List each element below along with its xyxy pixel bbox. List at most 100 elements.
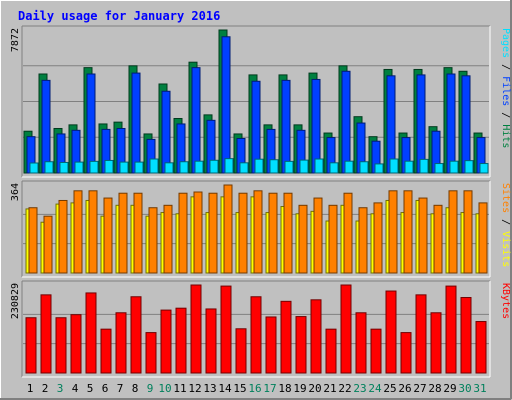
legend-separator: / xyxy=(500,58,511,76)
bar-sites-day-25 xyxy=(388,190,398,274)
bar-sites-day-23 xyxy=(358,207,368,274)
bar-kbytes-day-30 xyxy=(460,297,472,374)
bar-files-day-14 xyxy=(221,36,231,174)
bar-sites-day-6 xyxy=(103,197,113,274)
bar-pages-day-22 xyxy=(344,160,354,174)
bar-sites-day-15 xyxy=(238,192,248,274)
legend-hits: Hits xyxy=(500,124,511,148)
x-tick-label-16: 16 xyxy=(248,382,261,395)
x-tick-label-4: 4 xyxy=(72,382,79,395)
x-tick-label-14: 14 xyxy=(218,382,232,395)
bar-files-day-22 xyxy=(341,70,351,174)
bar-pages-day-15 xyxy=(239,162,249,174)
bar-sites-day-12 xyxy=(193,191,203,274)
bar-files-day-25 xyxy=(386,75,396,174)
bar-pages-day-21 xyxy=(329,162,339,174)
bar-sites-day-18 xyxy=(283,192,293,274)
bar-kbytes-day-20 xyxy=(310,299,322,374)
bar-kbytes-day-13 xyxy=(205,308,217,374)
bar-sites-day-13 xyxy=(208,192,218,274)
bar-pages-day-10 xyxy=(164,162,174,174)
x-tick-label-1: 1 xyxy=(27,382,34,395)
bar-pages-day-18 xyxy=(284,160,294,174)
x-tick-label-30: 30 xyxy=(458,382,471,395)
bar-kbytes-day-16 xyxy=(250,296,262,374)
x-tick-label-22: 22 xyxy=(338,382,351,395)
bar-kbytes-day-5 xyxy=(85,292,97,374)
bar-sites-day-24 xyxy=(373,202,383,274)
bar-sites-day-2 xyxy=(43,215,53,274)
bar-sites-day-3 xyxy=(58,199,68,274)
bar-kbytes-day-8 xyxy=(130,296,142,374)
bar-files-day-27 xyxy=(416,74,426,174)
bar-files-day-2 xyxy=(41,79,51,174)
bar-sites-day-1 xyxy=(28,207,38,274)
x-tick-label-31: 31 xyxy=(473,382,486,395)
y-max-label: 230829 xyxy=(10,283,21,319)
bar-pages-day-3 xyxy=(59,161,69,174)
bar-sites-day-20 xyxy=(313,197,323,274)
bar-sites-day-9 xyxy=(148,207,158,274)
x-tick-label-2: 2 xyxy=(42,382,49,395)
bar-pages-day-14 xyxy=(224,158,234,174)
x-tick-label-18: 18 xyxy=(278,382,291,395)
bar-kbytes-day-27 xyxy=(415,294,427,374)
bar-kbytes-day-6 xyxy=(100,328,112,374)
x-tick-label-13: 13 xyxy=(203,382,216,395)
bar-pages-day-5 xyxy=(89,160,99,174)
bar-files-day-12 xyxy=(191,67,201,174)
bar-sites-day-29 xyxy=(448,190,458,274)
bar-sites-day-14 xyxy=(223,184,233,274)
bar-kbytes-day-14 xyxy=(220,285,232,374)
bar-kbytes-day-17 xyxy=(265,316,277,374)
bar-kbytes-day-29 xyxy=(445,285,457,374)
panel-top: 7872 Pages / Files / Hits xyxy=(10,25,511,178)
legend-kbytes: KBytes xyxy=(500,283,511,319)
x-tick-label-26: 26 xyxy=(398,382,411,395)
bar-pages-day-27 xyxy=(419,158,429,174)
bar-pages-day-28 xyxy=(434,163,444,174)
bar-kbytes-day-15 xyxy=(235,328,247,374)
bar-files-day-5 xyxy=(86,73,96,174)
bar-sites-day-31 xyxy=(478,202,488,274)
bar-sites-day-26 xyxy=(403,190,413,274)
bar-sites-day-21 xyxy=(328,204,338,274)
bar-sites-day-30 xyxy=(463,190,473,274)
bar-pages-day-19 xyxy=(299,159,309,174)
bar-pages-day-26 xyxy=(404,160,414,174)
bar-files-day-30 xyxy=(461,75,471,174)
bar-files-day-8 xyxy=(131,72,141,174)
series-legend: Pages / Files / Hits xyxy=(500,28,511,148)
legend-sites: Sites xyxy=(500,183,511,213)
bar-sites-day-11 xyxy=(178,192,188,274)
bar-sites-day-28 xyxy=(433,204,443,274)
bar-pages-day-25 xyxy=(389,158,399,174)
x-tick-label-28: 28 xyxy=(428,382,441,395)
chart-panels: 7872 Pages / Files / Hits 364 Sites / Visit… xyxy=(10,25,511,378)
bar-kbytes-day-31 xyxy=(475,321,487,374)
panel-middle: 364 Sites / Visits xyxy=(10,180,511,278)
bar-kbytes-day-24 xyxy=(370,328,382,374)
bar-sites-day-19 xyxy=(298,204,308,274)
x-tick-label-27: 27 xyxy=(413,382,426,395)
series-legend: KBytes xyxy=(500,283,511,319)
x-tick-label-15: 15 xyxy=(233,382,246,395)
bar-kbytes-day-22 xyxy=(340,284,352,374)
x-tick-label-21: 21 xyxy=(323,382,336,395)
bar-kbytes-day-28 xyxy=(430,312,442,374)
bar-kbytes-day-3 xyxy=(55,317,67,374)
x-axis-labels: 1 2 3 4 5 6 7 8 9 10 11 12 13 14 15 16 17 18 19 20 21 22 23 24 2… xyxy=(27,382,487,395)
x-tick-label-5: 5 xyxy=(87,382,94,395)
x-tick-label-12: 12 xyxy=(188,382,201,395)
x-tick-label-3: 3 xyxy=(57,382,64,395)
legend-separator: / xyxy=(500,213,511,231)
x-tick-label-9: 9 xyxy=(147,382,154,395)
x-tick-label-7: 7 xyxy=(117,382,124,395)
bar-kbytes-day-23 xyxy=(355,312,367,374)
bar-pages-day-11 xyxy=(179,161,189,174)
x-tick-label-17: 17 xyxy=(263,382,276,395)
bar-pages-day-6 xyxy=(104,159,114,174)
x-tick-label-8: 8 xyxy=(132,382,139,395)
bar-kbytes-day-19 xyxy=(295,316,307,374)
